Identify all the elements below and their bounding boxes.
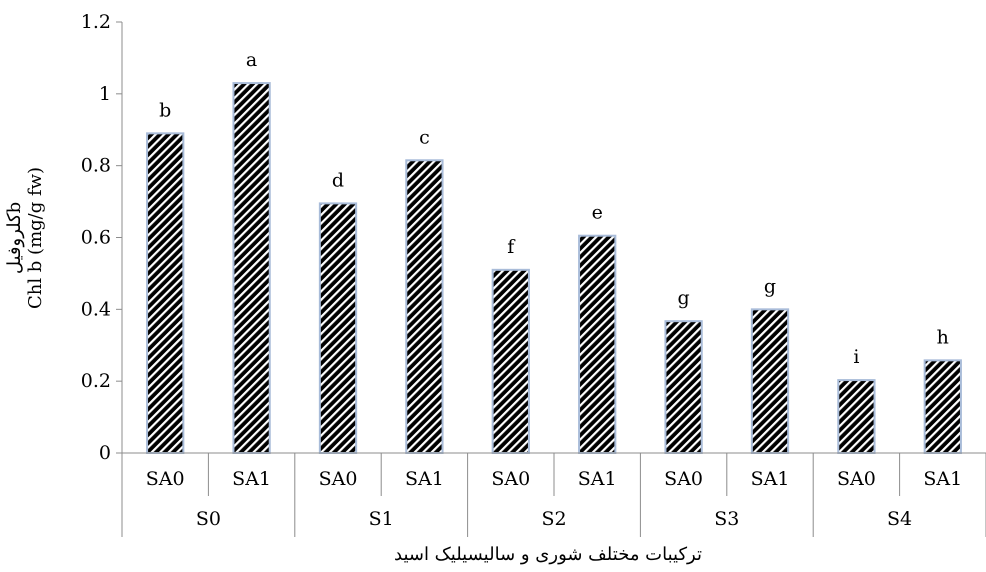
y-axis-title-persian: کلروفیلb <box>4 202 25 274</box>
x-subcategory-label: SA1 <box>578 468 617 490</box>
x-group-label: S0 <box>196 508 221 530</box>
y-axis <box>116 21 123 454</box>
bar <box>232 82 271 455</box>
x-subcategory-label: SA1 <box>232 468 271 490</box>
x-tick-labels: SA0 SA1 SA0 SA1 SA0 SA1 SA0 SA1 SA0 SA1 S0 S1 S2 S3 S4 <box>146 468 962 530</box>
bar <box>664 320 703 454</box>
x-group-label: S3 <box>714 508 739 530</box>
significance-letter: e <box>592 202 603 224</box>
x-subcategory-label: SA0 <box>837 468 876 490</box>
bars <box>146 82 962 455</box>
x-axis-title: ترکیبات مختلف شوری و سالیسیلیک اسید <box>394 544 702 565</box>
y-tick-label: 0.2 <box>81 370 111 392</box>
bar <box>405 159 444 454</box>
significance-letter: c <box>419 126 430 148</box>
y-tick-label: 1.2 <box>81 11 111 33</box>
y-tick-labels: 0 0.2 0.4 0.6 0.8 1 1.2 <box>81 11 111 464</box>
significance-letter: f <box>507 236 516 258</box>
x-group-label: S4 <box>887 508 912 530</box>
significance-letter: b <box>159 99 171 121</box>
bar <box>491 268 530 455</box>
y-tick-label: 0.8 <box>81 155 111 177</box>
bar <box>750 308 790 455</box>
x-axis <box>121 452 986 537</box>
x-subcategory-label: SA0 <box>664 468 703 490</box>
bar <box>578 234 617 454</box>
x-subcategory-label: SA0 <box>491 468 530 490</box>
bar <box>318 202 358 454</box>
bar <box>146 132 185 454</box>
x-subcategory-label: SA0 <box>319 468 358 490</box>
y-tick-label: 0.6 <box>81 227 111 249</box>
x-group-label: S2 <box>541 508 566 530</box>
x-subcategory-label: SA1 <box>751 468 790 490</box>
significance-letter: i <box>853 346 859 368</box>
x-subcategory-label: SA0 <box>146 468 185 490</box>
x-subcategory-label: SA1 <box>405 468 444 490</box>
bar <box>837 379 876 455</box>
y-axis-title: Chl b (mg/g fw) <box>25 167 46 309</box>
x-group-label: S1 <box>369 508 394 530</box>
significance-letter: g <box>764 275 776 297</box>
significance-letter: d <box>332 169 344 191</box>
significance-letters: b a d c f e g g i h <box>159 49 949 368</box>
significance-letter: h <box>937 326 949 348</box>
bar <box>923 359 962 454</box>
x-subcategory-label: SA1 <box>923 468 962 490</box>
significance-letter: a <box>246 49 257 71</box>
y-tick-label: 1 <box>99 83 111 105</box>
y-tick-label: 0.4 <box>81 298 111 320</box>
significance-letter: g <box>678 287 690 309</box>
y-tick-label: 0 <box>99 442 111 464</box>
